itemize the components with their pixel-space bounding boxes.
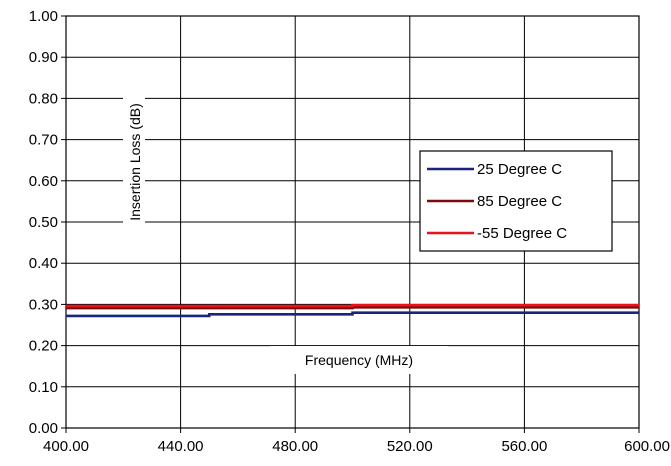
y-axis-ticks: 0.00 0.10 0.20 0.30 0.40 0.50 0.60 0.70 0.80 0.90… [29, 8, 66, 437]
series-line-2 [66, 307, 639, 308]
y-tick-label: 0.10 [29, 379, 58, 396]
legend-label-1: 25 Degree C [477, 161, 562, 178]
y-tick-label: 0.80 [29, 90, 58, 107]
y-tick-label: 0.70 [29, 132, 58, 149]
series-line-3 [66, 305, 639, 306]
y-tick-label: 0.60 [29, 173, 58, 190]
y-tick-label: 0.00 [29, 420, 58, 437]
legend-label-2: 85 Degree C [477, 193, 562, 210]
legend-label-3: -55 Degree C [477, 225, 567, 242]
x-tick-label: 600.00 [624, 438, 670, 455]
x-tick-label: 400.00 [43, 438, 89, 455]
y-tick-label: 0.20 [29, 338, 58, 355]
x-tick-label: 440.00 [158, 438, 204, 455]
y-tick-label: 1.00 [29, 8, 58, 25]
x-axis-ticks: 400.00 440.00 480.00 520.00 560.00 600.00 [43, 428, 670, 455]
x-tick-label: 480.00 [272, 438, 318, 455]
data-series [66, 305, 639, 316]
y-tick-label: 0.30 [29, 296, 58, 313]
y-tick-label: 0.50 [29, 214, 58, 231]
series-line-1 [66, 313, 639, 316]
legend: 25 Degree C 85 Degree C -55 Degree C [420, 151, 612, 251]
y-tick-label: 0.40 [29, 255, 58, 272]
x-tick-label: 560.00 [501, 438, 547, 455]
x-axis-label: Frequency (MHz) [305, 352, 413, 368]
y-axis-label: Insertion Loss (dB) [127, 103, 143, 221]
y-tick-label: 0.90 [29, 49, 58, 66]
x-tick-label: 520.00 [387, 438, 433, 455]
